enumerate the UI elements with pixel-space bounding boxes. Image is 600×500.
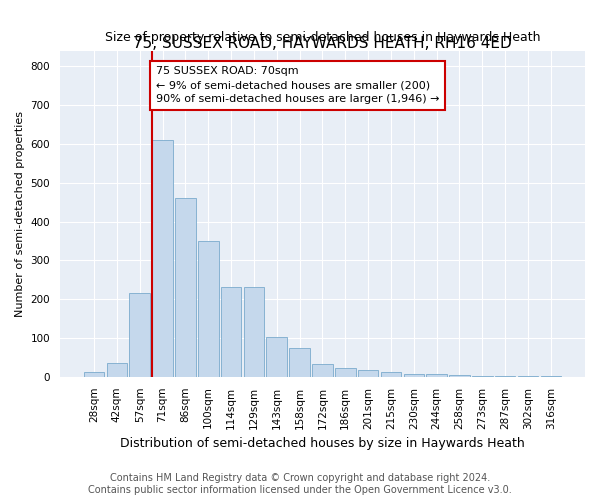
Bar [449,375,470,377]
Bar [107,363,127,377]
Text: 75 SUSSEX ROAD: 70sqm
← 9% of semi-detached houses are smaller (200)
90% of semi: 75 SUSSEX ROAD: 70sqm ← 9% of semi-detac… [156,66,439,104]
Bar [427,374,447,377]
Y-axis label: Number of semi-detached properties: Number of semi-detached properties [15,111,25,317]
Bar [266,337,287,377]
Bar [244,286,264,377]
Bar [472,376,493,377]
Text: Size of property relative to semi-detached houses in Haywards Heath: Size of property relative to semi-detach… [105,31,540,44]
Bar [518,376,538,377]
X-axis label: Distribution of semi-detached houses by size in Haywards Heath: Distribution of semi-detached houses by … [120,437,525,450]
Bar [130,294,150,377]
Bar [175,198,196,377]
Bar [495,376,515,377]
Title: 75, SUSSEX ROAD, HAYWARDS HEATH, RH16 4ED: 75, SUSSEX ROAD, HAYWARDS HEATH, RH16 4E… [133,36,512,51]
Bar [84,372,104,377]
Bar [335,368,356,377]
Text: Contains HM Land Registry data © Crown copyright and database right 2024.
Contai: Contains HM Land Registry data © Crown c… [88,474,512,495]
Bar [152,140,173,377]
Bar [358,370,379,377]
Bar [289,348,310,377]
Bar [221,286,241,377]
Bar [541,376,561,377]
Bar [198,241,218,377]
Bar [380,372,401,377]
Bar [404,374,424,377]
Bar [312,364,333,377]
